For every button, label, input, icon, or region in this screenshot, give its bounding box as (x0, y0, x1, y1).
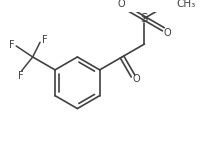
Text: F: F (42, 35, 47, 45)
Text: O: O (163, 28, 171, 38)
Text: S: S (141, 12, 148, 25)
Text: F: F (9, 40, 14, 50)
Text: O: O (133, 74, 140, 84)
Text: CH₃: CH₃ (177, 0, 196, 9)
Text: F: F (18, 71, 24, 81)
Text: O: O (118, 0, 126, 9)
